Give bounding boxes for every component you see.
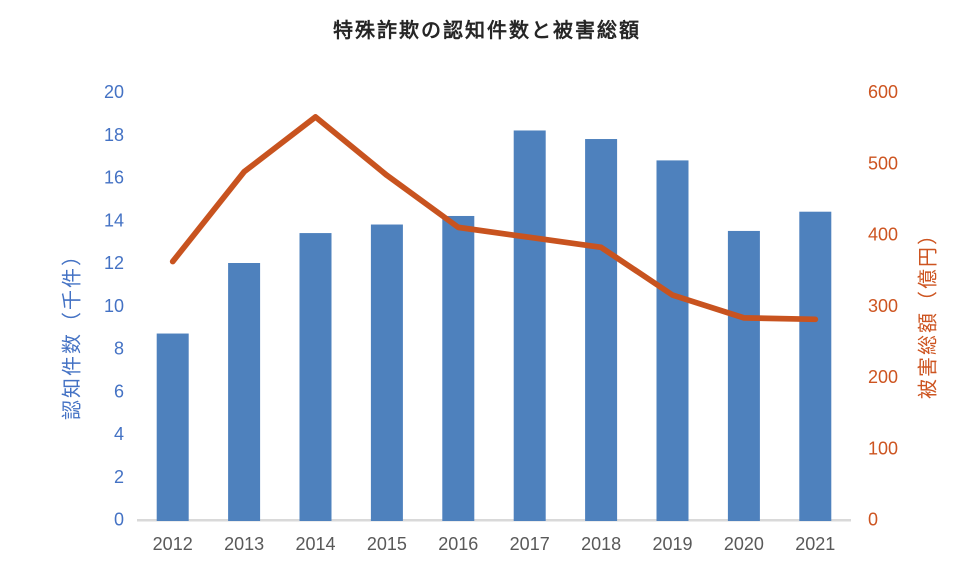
x-axis-category-label: 2012: [153, 534, 193, 554]
x-axis-category-label: 2014: [295, 534, 335, 554]
bar-2021: [799, 211, 832, 521]
right-axis-title: 被害総額（億円）: [917, 223, 940, 399]
bar-2015: [370, 224, 403, 521]
right-axis-tick-label: 200: [868, 367, 898, 387]
right-axis-tick-label: 400: [868, 225, 898, 245]
bar-2019: [656, 160, 689, 521]
damage-total-line: [169, 114, 819, 323]
left-axis-title: 認知件数（千件）: [61, 244, 84, 420]
x-axis-category-label: 2020: [724, 534, 764, 554]
x-axis-category-label: 2016: [438, 534, 478, 554]
left-axis-tick-label: 0: [114, 510, 124, 530]
bar-2016: [442, 215, 475, 521]
left-axis-tick-label: 14: [104, 210, 124, 230]
bar-2020: [727, 230, 760, 521]
bar-2013: [228, 263, 261, 521]
chart-title: 特殊詐欺の認知件数と被害総額: [333, 20, 641, 42]
bar-2014: [299, 233, 332, 521]
left-axis-tick-label: 16: [104, 168, 124, 188]
right-axis-tick-label: 300: [868, 296, 898, 316]
x-axis-category-label: 2017: [510, 534, 550, 554]
left-axis-tick-label: 8: [114, 339, 124, 359]
right-axis-tick-label: 600: [868, 82, 898, 102]
left-axis-tick-label: 2: [114, 467, 124, 487]
bar-2017: [513, 130, 546, 521]
bar-2012: [156, 333, 189, 521]
right-axis-tick-label: 100: [868, 438, 898, 458]
x-axis-category-label: 2018: [581, 534, 621, 554]
right-axis-tick-label: 500: [868, 153, 898, 173]
x-axis-category-label: 2013: [224, 534, 264, 554]
right-axis-tick-label: 0: [868, 510, 878, 530]
left-axis-tick-label: 12: [104, 253, 124, 273]
left-axis-tick-label: 20: [104, 82, 124, 102]
left-axis-tick-label: 10: [104, 296, 124, 316]
x-axis-category-label: 2021: [795, 534, 835, 554]
left-axis-tick-label: 4: [114, 424, 124, 444]
x-axis-category-label: 2019: [652, 534, 692, 554]
left-axis-tick-label: 6: [114, 381, 124, 401]
bar-2018: [585, 139, 618, 521]
left-axis-tick-label: 18: [104, 125, 124, 145]
x-axis-category-label: 2015: [367, 534, 407, 554]
